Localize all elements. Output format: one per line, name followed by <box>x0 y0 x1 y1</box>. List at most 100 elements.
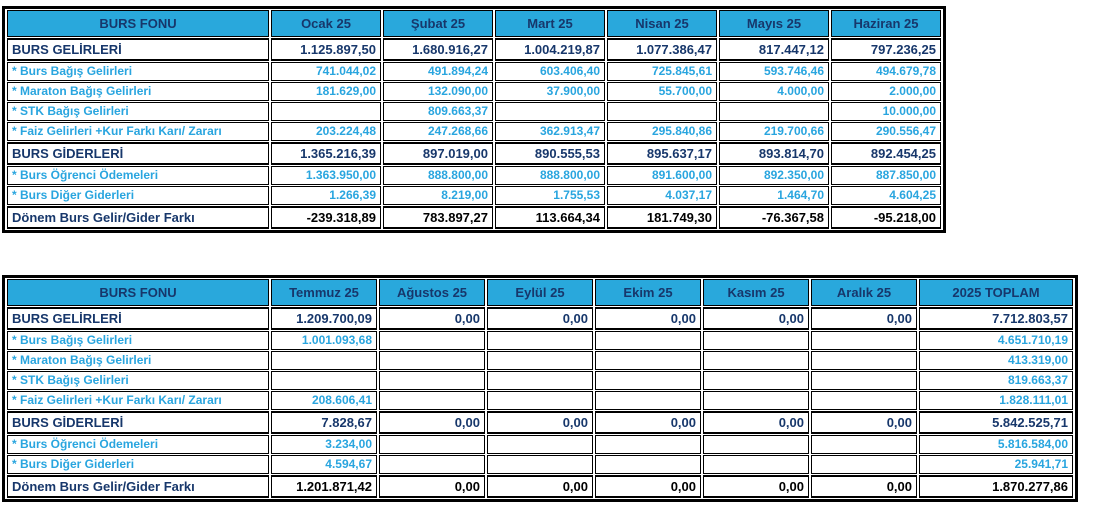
value-cell: -76.367,58 <box>719 206 829 229</box>
table-row: * Burs Öğrenci Ödemeleri 1.363.950,00 888.… <box>7 166 941 185</box>
value-cell: 1.201.871,42 <box>271 475 377 498</box>
value-cell <box>703 455 809 474</box>
value-cell: 2.000,00 <box>831 82 941 101</box>
value-cell <box>487 331 593 350</box>
row-label: * STK Bağış Gelirleri <box>7 102 269 121</box>
column-header: Nisan 25 <box>607 10 717 37</box>
value-cell: 0,00 <box>595 411 701 434</box>
table-title-header: BURS FONU <box>7 10 269 37</box>
value-cell: 0,00 <box>487 411 593 434</box>
value-cell <box>811 351 917 370</box>
value-cell <box>595 435 701 454</box>
column-header: Ocak 25 <box>271 10 381 37</box>
header-row: BURS FONU Ocak 25 Şubat 25 Mart 25 Nisan 25 M… <box>7 10 941 37</box>
value-cell <box>271 371 377 390</box>
row-label: * STK Bağış Gelirleri <box>7 371 269 390</box>
value-cell: 362.913,47 <box>495 122 605 141</box>
table-row: * STK Bağış Gelirleri 809.663,37 10.000,00 <box>7 102 941 121</box>
column-header: Ağustos 25 <box>379 279 485 306</box>
row-label: * Maraton Bağış Gelirleri <box>7 82 269 101</box>
value-cell: 4.037,17 <box>607 186 717 205</box>
value-cell: 1.464,70 <box>719 186 829 205</box>
value-cell <box>595 331 701 350</box>
row-label: * Burs Öğrenci Ödemeleri <box>7 435 269 454</box>
value-cell: 5.842.525,71 <box>919 411 1073 434</box>
value-cell: 494.679,78 <box>831 62 941 81</box>
burs-fonu-table-jan-jun: BURS FONU Ocak 25 Şubat 25 Mart 25 Nisan 25 M… <box>5 9 943 230</box>
value-cell: 887.850,00 <box>831 166 941 185</box>
value-cell <box>379 391 485 410</box>
value-cell: 4.651.710,19 <box>919 331 1073 350</box>
value-cell: 208.606,41 <box>271 391 377 410</box>
value-cell: 219.700,66 <box>719 122 829 141</box>
value-cell: 3.234,00 <box>271 435 377 454</box>
column-header: Aralık 25 <box>811 279 917 306</box>
value-cell <box>495 102 605 121</box>
column-header: Mayıs 25 <box>719 10 829 37</box>
value-cell <box>595 455 701 474</box>
value-cell <box>811 371 917 390</box>
value-cell <box>703 435 809 454</box>
table-row: BURS GİDERLERİ 7.828,67 0,00 0,00 0,00 0,00 0,… <box>7 411 1073 434</box>
row-label: * Burs Diğer Giderleri <box>7 186 269 205</box>
value-cell: 1.125.897,50 <box>271 38 381 61</box>
value-cell: 809.663,37 <box>383 102 493 121</box>
value-cell: 890.555,53 <box>495 142 605 165</box>
value-cell: 593.746,46 <box>719 62 829 81</box>
value-cell: 0,00 <box>811 475 917 498</box>
value-cell <box>271 351 377 370</box>
value-cell: 1.680.916,27 <box>383 38 493 61</box>
value-cell: 4.000,00 <box>719 82 829 101</box>
value-cell: 0,00 <box>487 475 593 498</box>
value-cell: 203.224,48 <box>271 122 381 141</box>
value-cell: 247.268,66 <box>383 122 493 141</box>
value-cell: 290.556,47 <box>831 122 941 141</box>
value-cell: 4.594,67 <box>271 455 377 474</box>
row-label: Dönem Burs Gelir/Gider Farkı <box>7 206 269 229</box>
table-row: * Burs Bağış Gelirleri 1.001.093,68 4.651.… <box>7 331 1073 350</box>
value-cell: 10.000,00 <box>831 102 941 121</box>
row-label: BURS GELİRLERİ <box>7 307 269 330</box>
value-cell <box>811 331 917 350</box>
column-header: 2025 TOPLAM <box>919 279 1073 306</box>
value-cell: 888.800,00 <box>495 166 605 185</box>
value-cell <box>595 351 701 370</box>
table-row: Dönem Burs Gelir/Gider Farkı -239.318,89 7… <box>7 206 941 229</box>
row-label: * Faiz Gelirleri +Kur Farkı Karı/ Zararı <box>7 122 269 141</box>
value-cell: 817.447,12 <box>719 38 829 61</box>
value-cell: -239.318,89 <box>271 206 381 229</box>
value-cell: 0,00 <box>811 307 917 330</box>
value-cell <box>487 351 593 370</box>
table-row: BURS GİDERLERİ 1.365.216,39 897.019,00 890.… <box>7 142 941 165</box>
value-cell <box>379 351 485 370</box>
value-cell <box>487 455 593 474</box>
table-row: * STK Bağış Gelirleri 819.663,37 <box>7 371 1073 390</box>
value-cell: 603.406,40 <box>495 62 605 81</box>
row-label: * Burs Bağış Gelirleri <box>7 331 269 350</box>
value-cell: 819.663,37 <box>919 371 1073 390</box>
column-header: Mart 25 <box>495 10 605 37</box>
column-header: Haziran 25 <box>831 10 941 37</box>
value-cell <box>487 435 593 454</box>
value-cell <box>703 371 809 390</box>
value-cell: 0,00 <box>379 411 485 434</box>
value-cell <box>703 331 809 350</box>
value-cell: 1.209.700,09 <box>271 307 377 330</box>
table-row: BURS GELİRLERİ 1.125.897,50 1.680.916,27 1.… <box>7 38 941 61</box>
value-cell <box>595 371 701 390</box>
column-header: Ekim 25 <box>595 279 701 306</box>
table-row: * Burs Öğrenci Ödemeleri 3.234,00 5.816.58… <box>7 435 1073 454</box>
value-cell <box>271 102 381 121</box>
column-header: Kasım 25 <box>703 279 809 306</box>
row-label: BURS GİDERLERİ <box>7 142 269 165</box>
value-cell: 113.664,34 <box>495 206 605 229</box>
value-cell: 8.219,00 <box>383 186 493 205</box>
row-label: Dönem Burs Gelir/Gider Farkı <box>7 475 269 498</box>
value-cell: 181.629,00 <box>271 82 381 101</box>
value-cell: 725.845,61 <box>607 62 717 81</box>
value-cell: 1.755,53 <box>495 186 605 205</box>
table-row: * Maraton Bağış Gelirleri 413.319,00 <box>7 351 1073 370</box>
value-cell: 0,00 <box>595 475 701 498</box>
table-row: * Faiz Gelirleri +Kur Farkı Karı/ Zararı… <box>7 391 1073 410</box>
value-cell <box>379 331 485 350</box>
